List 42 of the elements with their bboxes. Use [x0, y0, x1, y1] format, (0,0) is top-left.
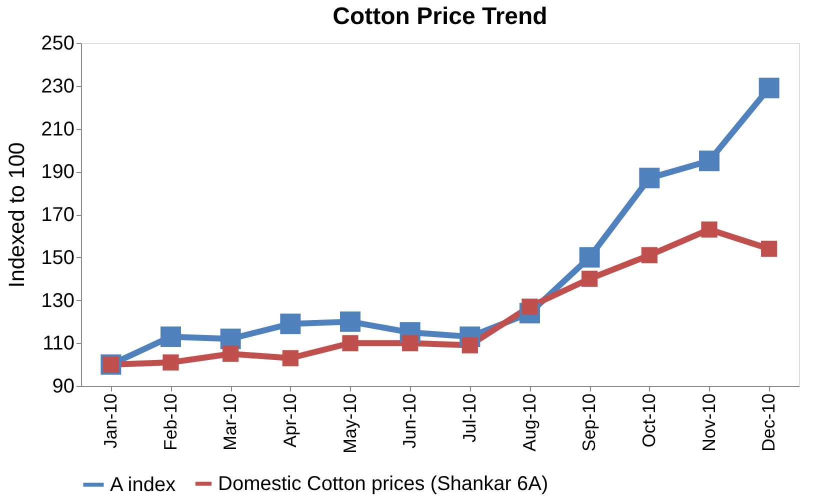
chart-title: Cotton Price Trend [332, 3, 548, 30]
y-tick-label: 230 [41, 75, 74, 98]
point [639, 168, 660, 188]
legend-label: Domestic Cotton prices (Shankar 6A) [218, 472, 548, 495]
y-tick-label: 150 [41, 246, 74, 269]
x-tick-label: Apr-10 [280, 394, 300, 448]
x-tick-label: Nov-10 [698, 394, 719, 452]
point [701, 221, 718, 238]
point [758, 78, 780, 98]
y-tick-label: 170 [41, 204, 74, 226]
point [402, 335, 418, 352]
x-tick-label: Mar-10 [220, 394, 240, 451]
point [340, 311, 360, 332]
x-tick-label: Aug-10 [519, 394, 540, 452]
x-tick-label: Jun-10 [400, 394, 420, 449]
y-tick-label: 90 [52, 376, 74, 398]
point [579, 247, 600, 268]
point [582, 270, 598, 287]
x-tick-label: Dec-10 [758, 394, 779, 452]
y-tick-label: 190 [41, 161, 74, 184]
y-tick-label: 250 [41, 32, 74, 54]
point [761, 240, 778, 257]
point [162, 354, 179, 370]
y-axis-title: Indexed to 100 [4, 142, 30, 288]
x-tick-label: Sep-10 [579, 394, 600, 452]
point [280, 314, 301, 334]
legend-label: A index [110, 474, 176, 496]
x-tick-label: Oct-10 [638, 394, 659, 448]
point [462, 337, 478, 354]
y-tick-label: 130 [41, 290, 74, 312]
y-tick-label: 110 [42, 332, 74, 355]
x-tick-label: Jan-10 [100, 394, 120, 449]
point [282, 350, 298, 366]
point [342, 335, 358, 352]
x-tick-label: Jul-10 [459, 394, 480, 443]
y-tick-label: 210 [41, 118, 74, 140]
point [160, 326, 181, 347]
x-tick-label: Feb-10 [160, 394, 180, 451]
x-tick-label: May-10 [340, 394, 360, 454]
point [641, 247, 658, 264]
point [222, 346, 239, 362]
point [699, 150, 720, 172]
